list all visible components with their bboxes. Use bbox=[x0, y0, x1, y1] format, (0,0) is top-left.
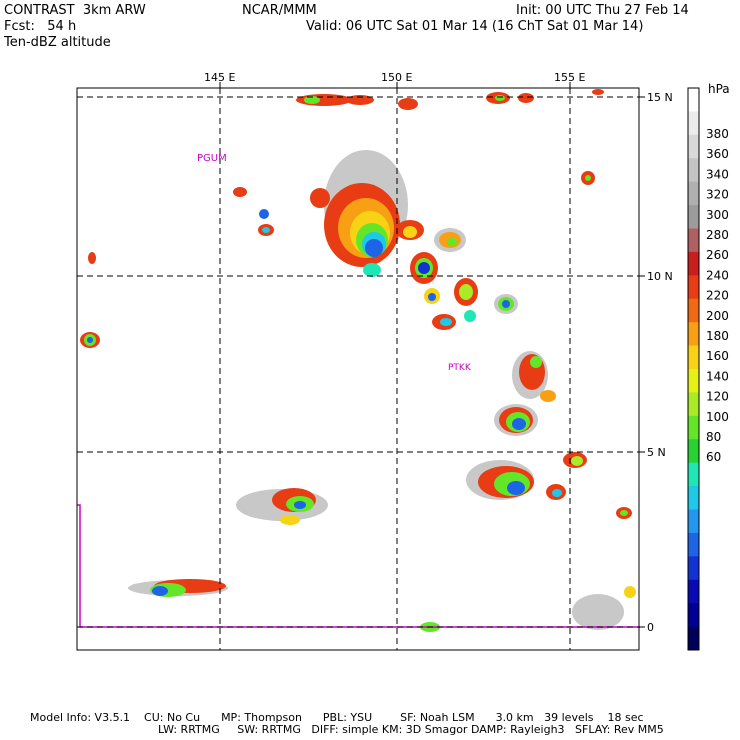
colorbar-swatch bbox=[688, 369, 699, 393]
colorbar-label: 240 bbox=[706, 268, 729, 282]
colorbar-frame bbox=[687, 87, 700, 651]
colorbar-label: 340 bbox=[706, 167, 729, 181]
map-frame bbox=[76, 87, 640, 651]
colorbar-label: 160 bbox=[706, 349, 729, 363]
organization-label: NCAR/MMM bbox=[242, 3, 317, 18]
lon-ticks bbox=[219, 82, 571, 88]
colorbar-label: 80 bbox=[706, 430, 721, 444]
lat-label-15n: 15 N bbox=[647, 91, 673, 104]
valid-time: Valid: 06 UTC Sat 01 Mar 14 (16 ChT Sat … bbox=[306, 19, 644, 34]
colorbar-label: 300 bbox=[706, 208, 729, 222]
colorbar-label: 180 bbox=[706, 329, 729, 343]
storm-cell-east bbox=[494, 351, 556, 436]
colorbar-swatch bbox=[688, 298, 699, 323]
colorbar-unit: hPa bbox=[708, 82, 730, 96]
colorbar-swatch bbox=[688, 322, 699, 347]
colorbar-swatch bbox=[688, 181, 699, 206]
storm-cell-central bbox=[324, 150, 408, 277]
lon-label-150: 150 E bbox=[381, 71, 412, 84]
colorbar-swatch bbox=[688, 626, 699, 651]
init-time: Init: 00 UTC Thu 27 Feb 14 bbox=[516, 3, 689, 18]
station-label-pgum: PGUM bbox=[197, 153, 227, 164]
colorbar-swatches bbox=[688, 88, 699, 651]
colorbar-swatch bbox=[688, 579, 699, 604]
colorbar-swatch bbox=[688, 462, 699, 487]
colorbar-label: 280 bbox=[706, 228, 729, 242]
colorbar-swatch bbox=[688, 603, 699, 628]
colorbar-swatch bbox=[688, 251, 699, 276]
reflectivity-field bbox=[80, 89, 636, 632]
lat-label-5n: 5 N bbox=[647, 446, 666, 459]
colorbar-label: 100 bbox=[706, 410, 729, 424]
model-info-line2: LW: RRTMG SW: RRTMG DIFF: simple KM: 3D … bbox=[158, 723, 664, 736]
field-title: Ten-dBZ altitude bbox=[4, 35, 111, 50]
station-label-ptkk: PTKK bbox=[448, 363, 472, 373]
lon-label-145: 145 E bbox=[204, 71, 235, 84]
model-info-line1: Model Info: V3.5.1 CU: No Cu MP: Thompso… bbox=[30, 711, 644, 724]
storm-cell-southwest bbox=[128, 488, 328, 597]
lat-ticks bbox=[639, 96, 645, 628]
colorbar-swatch bbox=[688, 486, 699, 510]
lon-label-155: 155 E bbox=[554, 71, 585, 84]
model-title: CONTRAST 3km ARW bbox=[4, 3, 146, 18]
colorbar-label: 360 bbox=[706, 147, 729, 161]
colorbar-label: 60 bbox=[706, 450, 721, 464]
storm-cells-north bbox=[80, 89, 636, 632]
colorbar-swatch bbox=[688, 275, 699, 300]
lat-lon-grid bbox=[77, 88, 639, 650]
lat-label-10n: 10 N bbox=[647, 270, 673, 283]
colorbar-swatch bbox=[688, 415, 699, 440]
colorbar-labels: 380 360 340 320 300 280 260 240 220 200 180 160 140 1… bbox=[706, 127, 729, 464]
storm-cell-southeast bbox=[466, 452, 632, 519]
colorbar-swatch bbox=[688, 509, 699, 534]
colorbar-swatch bbox=[688, 205, 699, 229]
colorbar-label: 120 bbox=[706, 390, 729, 404]
colorbar-swatch bbox=[688, 228, 699, 253]
colorbar-swatch bbox=[688, 439, 699, 464]
colorbar-label: 320 bbox=[706, 188, 729, 202]
colorbar-label: 140 bbox=[706, 369, 729, 383]
colorbar-swatch bbox=[688, 532, 699, 557]
colorbar-label: 200 bbox=[706, 309, 729, 323]
colorbar-swatch bbox=[688, 88, 699, 112]
colorbar-swatch bbox=[688, 392, 699, 417]
colorbar-label: 260 bbox=[706, 248, 729, 262]
colorbar-label: 380 bbox=[706, 127, 729, 141]
colorbar-swatch bbox=[688, 158, 699, 183]
colorbar-label: 220 bbox=[706, 289, 729, 303]
colorbar-swatch bbox=[688, 345, 699, 370]
colorbar-swatch bbox=[688, 556, 699, 581]
lat-label-0: 0 bbox=[647, 621, 654, 634]
colorbar-swatch bbox=[688, 111, 699, 136]
colorbar-swatch bbox=[688, 134, 699, 159]
forecast-hour: Fcst: 54 h bbox=[4, 19, 77, 34]
